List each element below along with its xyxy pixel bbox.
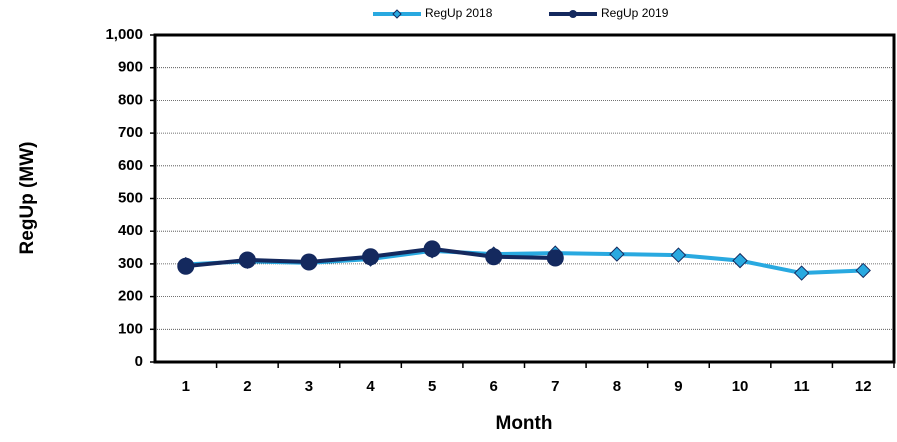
point-marker <box>855 262 871 279</box>
y-tick-label: 600 <box>118 157 143 174</box>
y-tick-label: 900 <box>118 59 143 76</box>
x-tick-label: 6 <box>490 378 498 395</box>
plot-border <box>153 33 896 364</box>
y-tick-label: 1,000 <box>105 26 143 43</box>
point-marker <box>300 253 318 271</box>
y-tick-label: 400 <box>118 222 143 239</box>
point-marker <box>238 251 256 269</box>
point-marker <box>485 248 503 266</box>
y-tick-label: 500 <box>118 189 143 206</box>
legend-label: RegUp 2019 <box>601 6 669 20</box>
x-tick-label: 1 <box>182 378 190 395</box>
point-marker <box>546 249 564 267</box>
y-tick-label: 0 <box>135 353 143 370</box>
legend-label: RegUp 2018 <box>425 6 493 20</box>
point-marker <box>423 240 441 258</box>
legend-marker <box>569 10 577 18</box>
point-marker <box>177 257 195 275</box>
point-marker <box>732 252 748 269</box>
x-tick-label: 7 <box>551 378 559 395</box>
legend-marker <box>392 9 402 19</box>
x-tick-label: 10 <box>732 378 749 395</box>
x-axis-title: Month <box>496 413 553 434</box>
y-tick-label: 200 <box>118 288 143 305</box>
x-tick-label: 4 <box>366 378 375 395</box>
y-axis-title: RegUp (MW) <box>17 142 38 255</box>
y-tick-label: 100 <box>118 320 143 337</box>
x-tick-label: 2 <box>243 378 251 395</box>
point-marker <box>362 248 380 266</box>
x-tick-label: 9 <box>674 378 682 395</box>
x-tick-label: 12 <box>855 378 872 395</box>
x-tick-label: 11 <box>794 378 810 395</box>
point-marker <box>793 265 810 281</box>
x-tick-label: 8 <box>613 378 621 395</box>
x-tick-label: 3 <box>305 378 313 395</box>
y-tick-label: 800 <box>118 91 143 108</box>
y-tick-label: 700 <box>118 124 143 141</box>
x-tick-label: 5 <box>428 378 436 395</box>
y-tick-label: 300 <box>118 255 143 272</box>
point-marker <box>609 246 625 262</box>
point-marker <box>670 247 687 263</box>
